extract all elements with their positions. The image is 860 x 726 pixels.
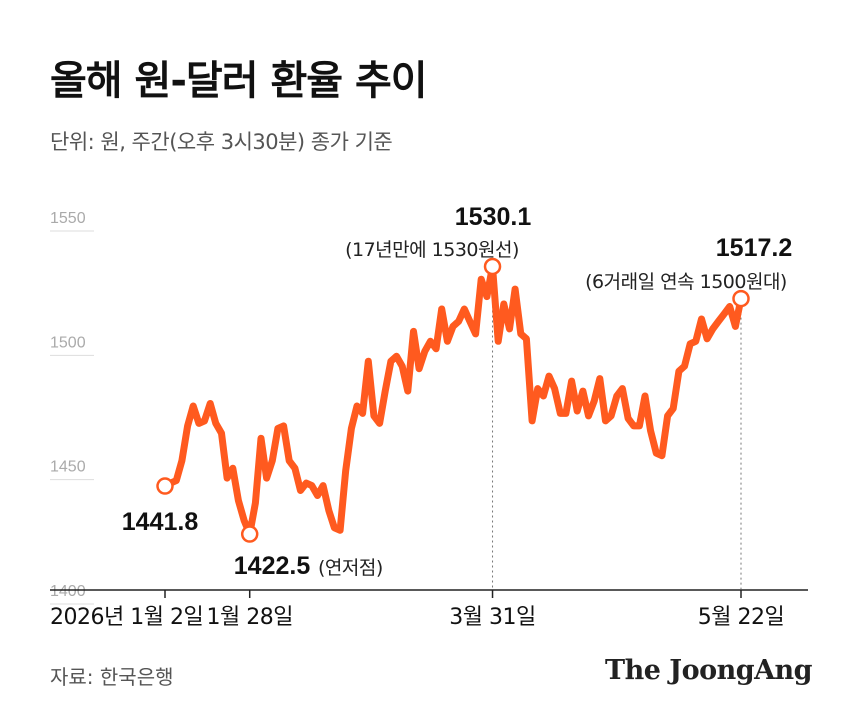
chart-subtitle: 단위: 원, 주간(오후 3시30분) 종가 기준 <box>50 130 393 154</box>
publisher-logo: The JoongAng <box>605 655 813 686</box>
x-tick-label: 5월 22일 <box>698 605 784 630</box>
y-tick-label: 1450 <box>50 459 86 476</box>
y-tick-label: 1500 <box>50 334 86 351</box>
data-label: 1422.5 <box>234 552 311 580</box>
x-tick-label: 2026년 1월 2일 <box>50 605 203 630</box>
annotation-note: (연저점) <box>318 557 383 579</box>
data-point-marker <box>240 525 259 543</box>
annotation-note: (6거래일 연속 1500원대) <box>585 271 787 293</box>
data-label: 1517.2 <box>716 234 792 262</box>
y-tick-label: 1550 <box>50 210 86 227</box>
data-label: 1530.1 <box>455 203 532 231</box>
data-point-marker <box>483 257 502 276</box>
data-point-marker <box>732 289 750 308</box>
chart-title: 올해 원-달러 환율 추이 <box>50 58 428 104</box>
y-tick-label: 1400 <box>50 583 86 600</box>
data-label: 1441.8 <box>122 508 199 536</box>
annotation-note: (17년만에 1530원선) <box>345 239 519 261</box>
series-line <box>161 263 745 538</box>
data-point-marker <box>156 477 174 495</box>
x-tick-label: 1월 28일 <box>206 605 292 630</box>
source-note: 자료: 한국은행 <box>50 665 174 689</box>
x-tick-label: 3월 31일 <box>449 605 535 630</box>
